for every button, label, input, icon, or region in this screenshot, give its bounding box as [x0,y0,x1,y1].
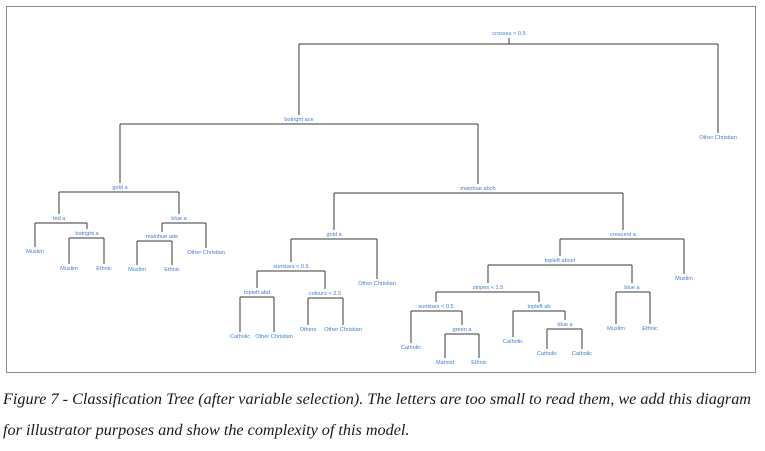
classification-tree: crosses < 0.5 botright ace Other Christian… [26,31,737,366]
tree-leaf-label: Marxist [436,360,454,366]
tree-split-label: botright a [75,231,99,237]
tree-split-label: sunstars < 0.5 [273,264,308,270]
tree-split-label: mainhue ade [146,234,178,240]
tree-leaf-label: Ethnic [164,267,180,273]
tree-leaf-label: Muslim [128,267,146,273]
tree-leaf-label: Catholic [401,345,421,351]
tree-diagram-frame: crosses < 0.5 botright ace Other Christian… [6,6,756,373]
tree-split-label: sunstars < 0.5 [418,304,453,310]
figure-caption: Figure 7 - Classification Tree (after va… [3,390,751,439]
tree-leaf-label: Others [300,327,317,333]
tree-leaf-label: Other Christian [255,334,293,340]
tree-split-label: stripes < 1.5 [473,285,504,291]
tree-leaf-label: Other Christian [187,250,225,256]
tree-leaf-label: Ethnic [96,266,112,272]
tree-split-label: gold a [326,232,342,238]
tree-leaf-label: Catholic [230,334,250,340]
tree-leaf-label: Muslim [675,276,693,282]
tree-leaf-label: Muslim [607,326,625,332]
tree-split-label: topleft ab [527,304,550,310]
tree-split-label: green a [453,327,473,333]
tree-split-label: blue a [624,285,640,291]
tree-split-label: botright ace [284,117,313,123]
tree-leaf-label: Catholic [537,351,557,357]
tree-leaf-label: Other Christian [358,281,396,287]
tree-split-label: blue a [557,322,573,328]
tree-leaf-label: Ethnic [471,360,487,366]
tree-leaf-label: Other Christian [324,327,362,333]
tree-leaf-label: Muslim [26,249,44,255]
tree-split-label: topleft abcef [545,258,576,264]
tree-leaf-label: Catholic [503,339,523,345]
tree-split-label: crescent a [610,232,637,238]
tree-split-label: red a [53,216,67,222]
tree-split-label: colours < 2.5 [309,291,341,297]
tree-leaf-label: Ethnic [642,326,658,332]
tree-leaf-label: Catholic [572,351,592,357]
tree-leaf-label: Muslim [60,266,78,272]
tree-split-label: mainhue abch [460,186,495,192]
tree-split-label: topleft abd [244,290,270,296]
tree-split-label: gold a [112,185,128,191]
tree-split-label: crosses < 0.5 [492,31,525,37]
tree-split-label: blue a [171,216,187,222]
tree-leaf-label: Other Christian [699,135,737,141]
